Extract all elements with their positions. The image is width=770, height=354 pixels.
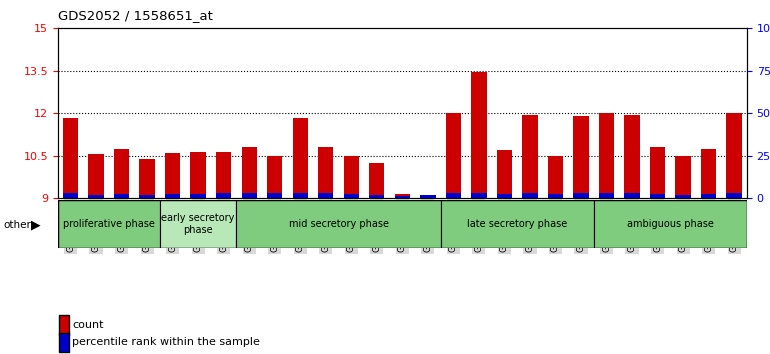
Bar	[165, 153, 180, 198]
Text: proliferative phase: proliferative phase	[63, 219, 155, 229]
Bar	[216, 193, 231, 198]
Text: other: other	[3, 220, 31, 230]
Bar	[63, 118, 79, 198]
Bar	[650, 194, 665, 198]
Text: percentile rank within the sample: percentile rank within the sample	[72, 337, 260, 347]
Text: GDS2052 / 1558651_at: GDS2052 / 1558651_at	[58, 9, 213, 22]
Bar	[599, 113, 614, 198]
Bar	[624, 193, 640, 198]
Bar	[420, 195, 436, 198]
Bar	[497, 150, 512, 198]
Bar	[471, 72, 487, 198]
Bar	[190, 152, 206, 198]
Bar	[547, 156, 563, 198]
Bar	[547, 194, 563, 198]
Text: ambiguous phase: ambiguous phase	[627, 219, 714, 229]
Bar	[574, 193, 588, 198]
Bar	[701, 149, 716, 198]
Bar	[395, 196, 410, 198]
Bar	[58, 200, 160, 248]
Bar	[675, 156, 691, 198]
Bar	[446, 113, 461, 198]
Bar	[139, 195, 155, 198]
Bar	[471, 193, 487, 198]
Bar	[114, 194, 129, 198]
Bar	[343, 156, 359, 198]
Bar	[318, 193, 333, 198]
Bar	[343, 194, 359, 198]
Bar	[599, 193, 614, 198]
Bar	[497, 194, 512, 198]
Bar	[420, 195, 436, 198]
Bar	[650, 147, 665, 198]
Bar	[574, 116, 588, 198]
Bar	[369, 163, 384, 198]
Text: late secretory phase: late secretory phase	[467, 219, 567, 229]
Bar	[624, 115, 640, 198]
Bar	[242, 147, 257, 198]
Bar	[369, 195, 384, 198]
Bar	[293, 118, 308, 198]
Bar	[446, 193, 461, 198]
Bar	[522, 193, 537, 198]
Bar	[726, 113, 742, 198]
Bar	[236, 200, 440, 248]
Bar	[293, 193, 308, 198]
Bar	[594, 200, 747, 248]
Bar	[726, 193, 742, 198]
Text: early secretory
phase: early secretory phase	[162, 213, 235, 235]
Text: mid secretory phase: mid secretory phase	[289, 219, 389, 229]
Bar	[139, 159, 155, 198]
Text: ▶: ▶	[31, 218, 40, 231]
Bar	[395, 194, 410, 198]
Text: count: count	[72, 320, 104, 330]
Bar	[190, 194, 206, 198]
Bar	[267, 156, 283, 198]
Bar	[267, 193, 283, 198]
Bar	[522, 115, 537, 198]
Bar	[160, 200, 236, 248]
Bar	[165, 194, 180, 198]
Bar	[89, 154, 104, 198]
Bar	[114, 149, 129, 198]
Bar	[440, 200, 594, 248]
Bar	[318, 147, 333, 198]
Bar	[242, 193, 257, 198]
Bar	[701, 194, 716, 198]
Bar	[89, 195, 104, 198]
Bar	[675, 195, 691, 198]
Bar	[216, 152, 231, 198]
Bar	[63, 193, 79, 198]
